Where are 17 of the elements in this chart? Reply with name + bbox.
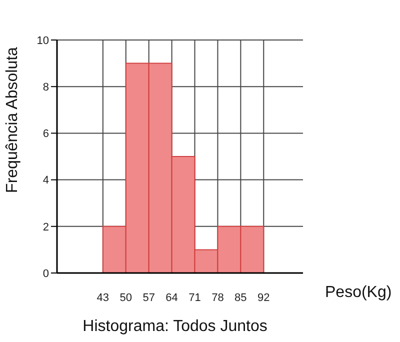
y-tick-label: 0 (42, 268, 49, 280)
y-tick-label: 6 (42, 128, 49, 140)
x-tick-label: 57 (142, 292, 155, 304)
x-tick-label: 78 (212, 292, 224, 304)
x-tick-label: 50 (120, 292, 132, 304)
y-axis-title: Frequência Absoluta (4, 47, 22, 193)
x-tick-label: 92 (258, 292, 270, 304)
x-axis-title: Peso(Kg) (325, 284, 392, 302)
y-tick-label: 2 (42, 221, 49, 234)
y-tick-label: 8 (42, 82, 49, 94)
x-tick-label: 43 (96, 292, 110, 304)
y-tick-label: 10 (36, 34, 49, 47)
y-tick-label: 4 (42, 174, 49, 187)
text: Histograma: Todos Juntos (82, 318, 268, 336)
x-tick-label: 85 (234, 292, 247, 304)
x-tick-label: 64 (166, 292, 178, 304)
x-tick-label: 71 (188, 292, 201, 304)
